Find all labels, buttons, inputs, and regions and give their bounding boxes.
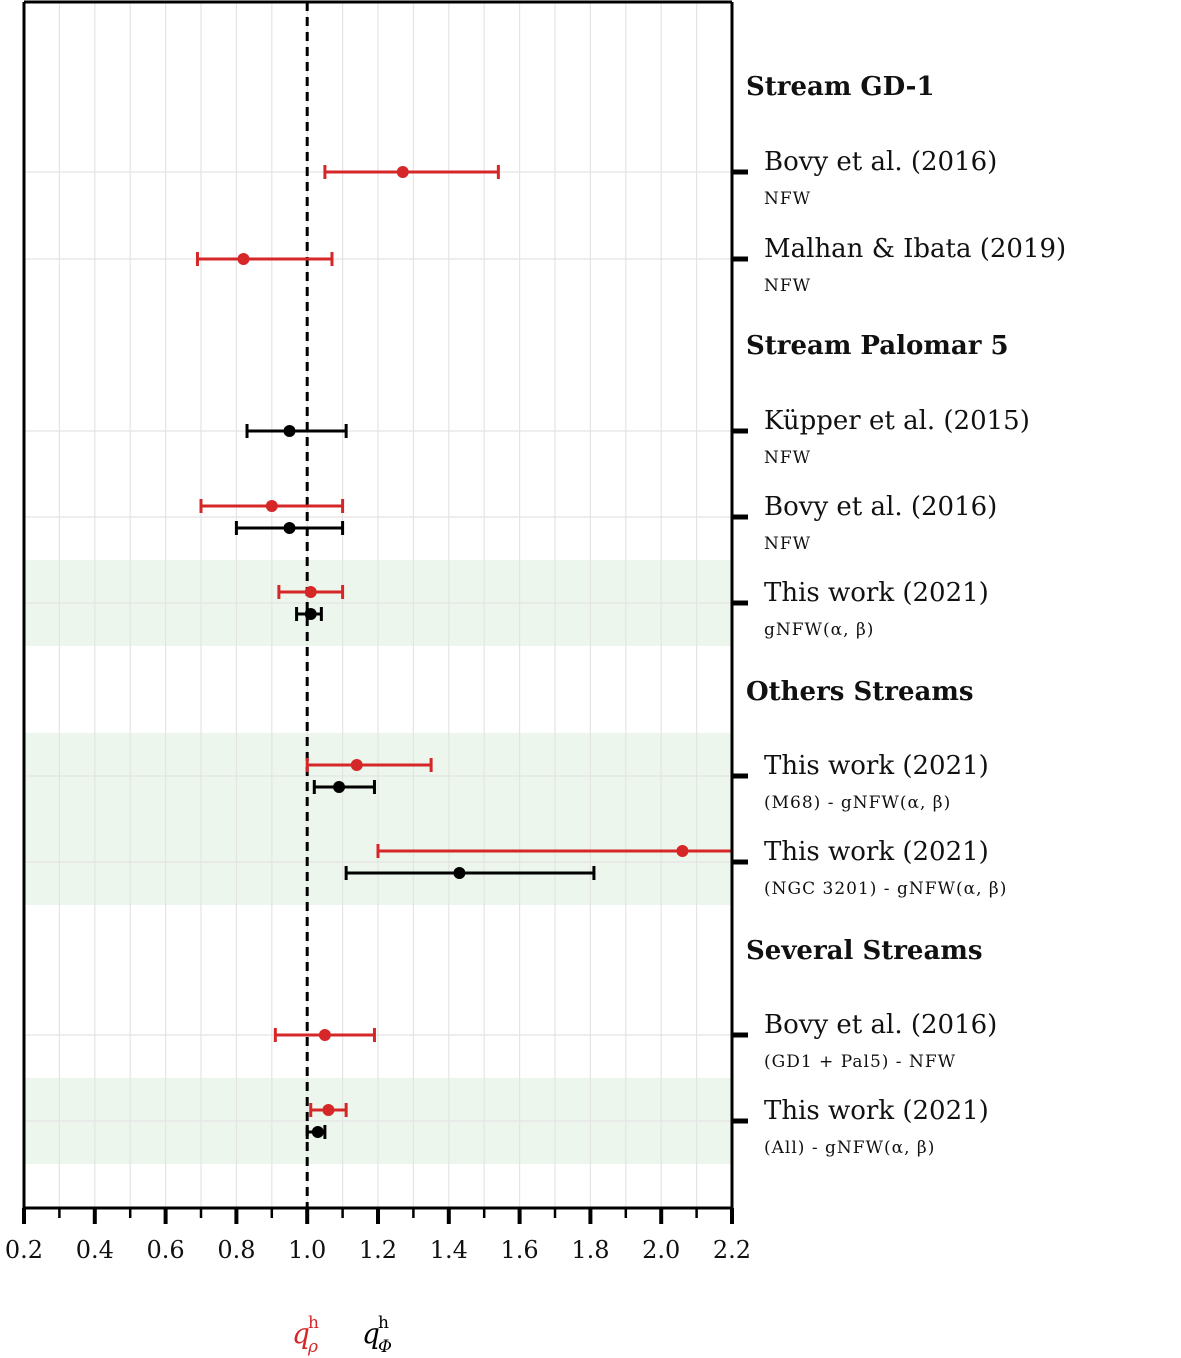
x-tick-label: 1.2: [359, 1236, 397, 1264]
group-header: Others Streams: [746, 677, 974, 707]
q-rho-errorbar-point: [265, 500, 278, 512]
entry-label: Bovy et al. (2016): [764, 492, 997, 522]
q-rho-symbol: qhρ: [292, 1313, 319, 1357]
plot-frame: [22, 0, 748, 1210]
entry-sublabel: gNFW(α, β): [764, 620, 874, 640]
q-phi-errorbar-point: [311, 1126, 324, 1138]
entry-sublabel: NFW: [764, 189, 811, 209]
group-header: Stream Palomar 5: [746, 331, 1009, 361]
x-axis: 0.2 0.4 0.6 0.8 1.0 1.2 1.4 1.6 1.8 2.0 2.2: [5, 1208, 751, 1264]
x-tick-label: 0.6: [147, 1236, 185, 1264]
x-tick-label: 1.8: [571, 1236, 609, 1264]
q-rho-errorbar: [195, 252, 334, 266]
entry-sublabel: (GD1 + Pal5) - NFW: [764, 1052, 956, 1072]
q-phi-symbol-base: q: [362, 1317, 380, 1350]
entry-sublabel: NFW: [764, 534, 811, 554]
q-phi-errorbar-point: [304, 608, 317, 620]
row-labels: Stream GD-1 Bovy et al. (2016) NFW Malhan &…: [746, 72, 1066, 1158]
q-rho-errorbar: [309, 1103, 348, 1117]
grid-lines: [23, 2, 733, 1208]
q-rho-errorbar-point: [676, 845, 689, 857]
q-rho-errorbar: [277, 585, 345, 599]
entry-label: This work (2021): [764, 751, 989, 781]
q-phi-symbol-sub: Φ: [378, 1337, 392, 1357]
q-rho-errorbar-point: [237, 253, 250, 265]
q-rho-symbol-sub: ρ: [307, 1337, 318, 1357]
group-header: Stream GD-1: [746, 72, 935, 102]
group-header: Several Streams: [746, 936, 982, 966]
x-tick-label: 0.8: [217, 1236, 255, 1264]
x-tick-label: 0.4: [76, 1236, 114, 1264]
q-phi-errorbar-point: [333, 781, 346, 793]
entry-sublabel: (M68) - gNFW(α, β): [764, 793, 951, 813]
q-phi-errorbar: [245, 424, 348, 438]
q-rho-symbol-base: q: [292, 1317, 310, 1350]
entry-sublabel: NFW: [764, 448, 811, 468]
x-tick-label: 0.2: [5, 1236, 43, 1264]
q-rho-errorbar: [199, 499, 345, 513]
q-phi-errorbar: [305, 1125, 327, 1139]
q-phi-errorbar-point: [453, 867, 466, 879]
x-tick-label: 1.4: [430, 1236, 468, 1264]
x-tick-label: 1.0: [288, 1236, 326, 1264]
q-rho-errorbar: [273, 1028, 376, 1042]
entry-sublabel: (All) - gNFW(α, β): [764, 1138, 935, 1158]
q-rho-errorbar-point: [322, 1104, 335, 1116]
entry-label: Bovy et al. (2016): [764, 147, 997, 177]
entry-label: This work (2021): [764, 1096, 989, 1126]
entry-sublabel: NFW: [764, 276, 811, 296]
x-tick-label: 2.2: [713, 1236, 751, 1264]
q-rho-errorbar-point: [304, 586, 317, 598]
entry-label: This work (2021): [764, 837, 989, 867]
q-phi-errorbar-point: [283, 522, 296, 534]
q-rho-errorbar-point: [350, 759, 363, 771]
q-rho-errorbar: [305, 758, 433, 772]
entry-label: Küpper et al. (2015): [764, 406, 1030, 436]
entry-sublabel: (NGC 3201) - gNFW(α, β): [764, 879, 1007, 899]
axis-symbol-legend: qhρ qhΦ: [292, 1313, 392, 1357]
q-rho-symbol-sup: h: [308, 1313, 319, 1333]
x-tick-label: 2.0: [642, 1236, 680, 1264]
x-tick-label: 1.6: [501, 1236, 539, 1264]
q-rho-errorbar-point: [318, 1029, 331, 1041]
entry-label: Malhan & Ibata (2019): [764, 234, 1066, 264]
q-phi-errorbar-point: [283, 425, 296, 437]
q-phi-symbol: qhΦ: [362, 1313, 392, 1357]
q-rho-errorbar-point: [396, 166, 409, 178]
q-phi-symbol-sup: h: [378, 1313, 389, 1333]
entry-label: This work (2021): [764, 578, 989, 608]
q-phi-errorbar: [344, 866, 596, 880]
q-phi-errorbar: [295, 607, 323, 621]
data-marks: [195, 165, 732, 1139]
q-phi-errorbar: [234, 521, 345, 535]
q-rho-errorbar: [376, 844, 732, 858]
entry-label: Bovy et al. (2016): [764, 1010, 997, 1040]
q-rho-errorbar: [323, 165, 500, 179]
q-phi-errorbar: [312, 780, 376, 794]
